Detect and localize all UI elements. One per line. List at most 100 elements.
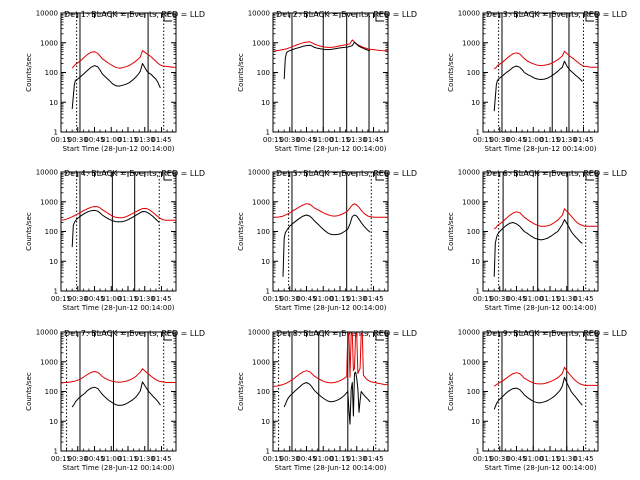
x-tick-label: 01:45: [573, 295, 593, 303]
x-tick-label: 01:30: [557, 295, 577, 303]
legend-mark: [163, 334, 172, 341]
y-tick-label: 1000: [462, 39, 480, 47]
plot-frame: [60, 12, 177, 133]
plot-frame: [60, 171, 177, 292]
y-tick-label: 1000: [40, 39, 58, 47]
x-tick-label: 00:45: [84, 455, 104, 463]
y-axis-label: Counts/sec: [447, 372, 455, 411]
x-axis-label: Start Time (28-Jun-12 00:14:00): [485, 145, 597, 153]
y-tick-label: 1000: [252, 358, 270, 366]
x-tick-label: 01:45: [363, 136, 383, 144]
series-events-line: [71, 209, 160, 248]
y-axis-label: Counts/sec: [237, 372, 245, 411]
detector-panel-6: Det 6: BLACK = Events, RED = LLD 1 10 100 10…: [447, 169, 627, 313]
x-tick-label: 01:00: [313, 455, 333, 463]
x-tick-label: 00:30: [490, 455, 510, 463]
x-tick-label: 00:30: [68, 455, 88, 463]
x-tick-label: 01:15: [118, 295, 138, 303]
x-tick-label: 01:45: [151, 295, 171, 303]
y-axis-label: Counts/sec: [25, 372, 33, 411]
x-tick-label: 01:45: [573, 136, 593, 144]
y-tick-label: 100: [467, 388, 480, 396]
detector-panel-7: Det 7: BLACK = Events, RED = LLD 1 10 100 10…: [25, 329, 205, 473]
plot-frame: [482, 12, 599, 133]
chart-title: Det 8: BLACK = Events, RED = LLD: [276, 329, 417, 338]
y-tick-label: 1000: [40, 198, 58, 206]
x-tick-label: 00:45: [84, 136, 104, 144]
chart-title: Det 9: BLACK = Events, RED = LLD: [486, 329, 627, 338]
x-tick-label: 01:00: [101, 455, 121, 463]
x-tick-label: 01:30: [347, 295, 367, 303]
y-tick-label: 10: [49, 99, 58, 107]
y-tick-label: 1: [476, 129, 480, 137]
x-axis-label: Start Time (28-Jun-12 00:14:00): [275, 464, 387, 472]
detector-panel-5: Det 5: BLACK = Events, RED = LLD11010010…: [237, 169, 417, 313]
x-tick-label: 01:30: [135, 136, 155, 144]
x-tick-label: 00:15: [473, 295, 493, 303]
detector-panel-3: Det 3: BLACK = Events, RED = LLD 1 10 100 10…: [447, 10, 627, 154]
x-tick-label: 01:15: [330, 295, 350, 303]
x-tick-label: 01:15: [540, 455, 560, 463]
x-axis-label: Start Time (28-Jun-12 00:14:00): [63, 464, 175, 472]
x-tick-label: 01:30: [135, 455, 155, 463]
x-tick-label: 01:45: [363, 295, 383, 303]
detector-panel-1: Det 1: BLACK = Events, RED = LLD 1 10 100 10…: [25, 10, 205, 154]
y-tick-label: 1000: [462, 198, 480, 206]
x-tick-label: 00:30: [490, 295, 510, 303]
x-tick-label: 01:15: [540, 136, 560, 144]
x-axis-label: Start Time (28-Jun-12 00:14:00): [63, 304, 175, 312]
series-events-line: [283, 371, 371, 425]
y-tick-label: 100: [257, 388, 270, 396]
plot-frame: [272, 12, 389, 133]
x-tick-label: 01:15: [330, 455, 350, 463]
y-tick-label: 1: [54, 448, 58, 456]
y-tick-label: 10: [261, 418, 270, 426]
x-tick-label: 00:15: [263, 455, 283, 463]
x-tick-label: 01:00: [313, 295, 333, 303]
x-axis-label: Start Time (28-Jun-12 00:14:00): [63, 145, 175, 153]
x-tick-label: 01:00: [101, 295, 121, 303]
y-tick-label: 100: [257, 69, 270, 77]
chart-title: Det 7: BLACK = Events, RED = LLD: [64, 329, 205, 338]
y-tick-label: 1: [266, 448, 270, 456]
x-tick-label: 01:15: [540, 295, 560, 303]
x-tick-label: 00:30: [68, 295, 88, 303]
y-tick-label: 10000: [458, 329, 480, 337]
chart-title: Det 3: BLACK = Events, RED = LLD: [486, 10, 627, 19]
x-tick-label: 01:15: [118, 455, 138, 463]
x-tick-label: 00:45: [296, 295, 316, 303]
chart-title: Det 6: BLACK = Events, RED = LLD: [486, 169, 627, 178]
x-axis-label: Start Time (28-Jun-12 00:14:00): [485, 304, 597, 312]
legend-mark: [163, 174, 172, 181]
y-tick-label: 10: [471, 418, 480, 426]
x-tick-label: 01:00: [101, 136, 121, 144]
x-axis-label: Start Time (28-Jun-12 00:14:00): [275, 145, 387, 153]
y-tick-label: 1000: [252, 39, 270, 47]
y-axis-label: Counts/sec: [447, 212, 455, 251]
series-lld-line: [493, 208, 598, 230]
x-tick-label: 01:30: [135, 295, 155, 303]
detector-panel-9: Det 9: BLACK = Events, RED = LLD 1 10 100 10…: [447, 329, 627, 473]
x-tick-label: 00:15: [51, 295, 71, 303]
x-tick-label: 01:30: [557, 455, 577, 463]
y-tick-label: 1000: [40, 358, 58, 366]
x-axis-label: Start Time (28-Jun-12 00:14:00): [275, 304, 387, 312]
y-tick-label: 100: [257, 228, 270, 236]
y-tick-label: 100: [467, 228, 480, 236]
y-axis-label: Counts/sec: [25, 53, 33, 92]
x-tick-label: 01:15: [118, 136, 138, 144]
legend-mark: [163, 15, 172, 22]
y-tick-label: 1: [476, 288, 480, 296]
legend-mark: [585, 15, 594, 22]
legend-mark: [375, 15, 384, 22]
y-tick-label: 10000: [458, 169, 480, 177]
detector-panel-8: Det 8: BLACK = Events, RED = LLD 1 10 100 10…: [237, 329, 417, 473]
y-tick-label: 10000: [36, 10, 58, 18]
x-tick-label: 00:15: [473, 136, 493, 144]
x-tick-label: 00:30: [280, 136, 300, 144]
series-events-line: [493, 219, 583, 277]
y-axis-label: Counts/sec: [447, 53, 455, 92]
x-tick-label: 01:45: [363, 455, 383, 463]
series-lld-line: [273, 203, 388, 218]
